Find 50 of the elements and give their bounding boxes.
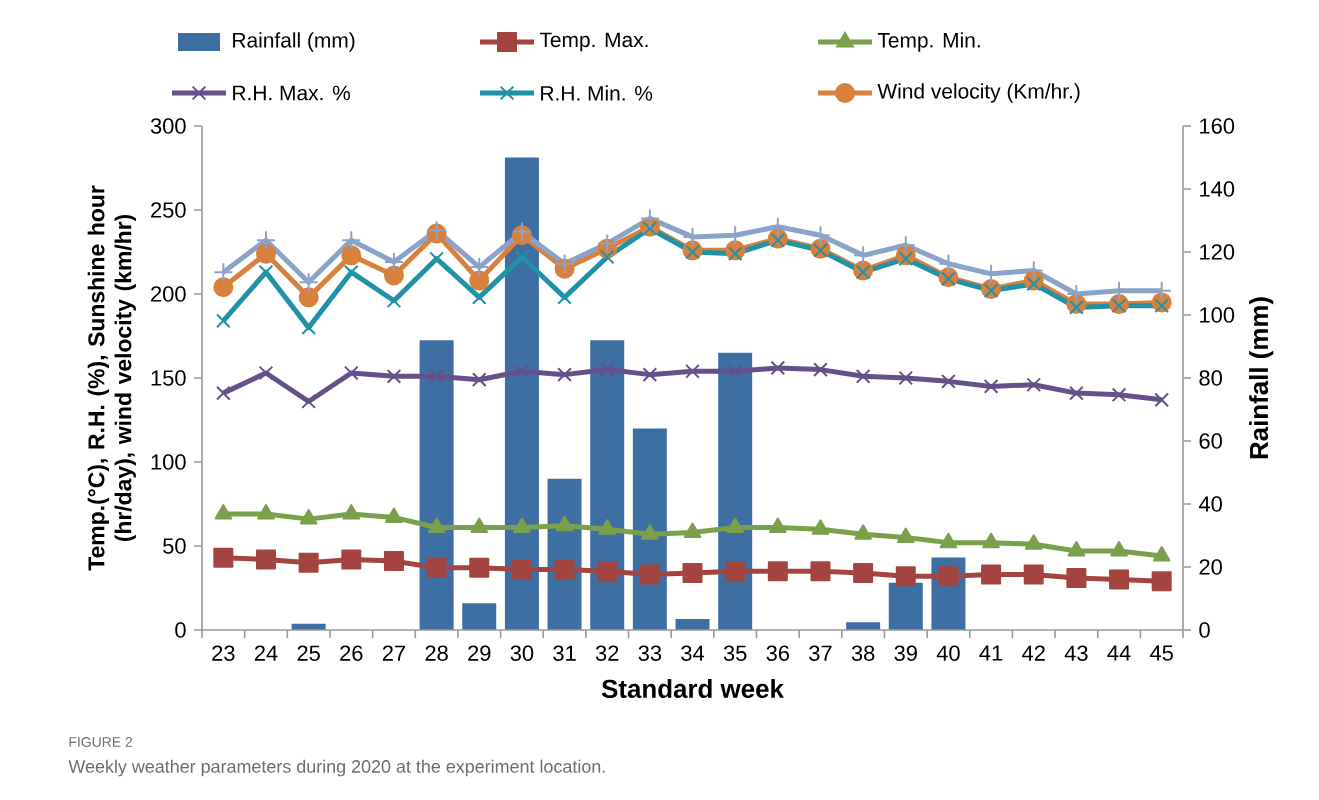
x-tick-label: 36	[766, 645, 790, 661]
y-tick-label: 300	[150, 118, 186, 134]
y2-tick-label: 120	[1200, 244, 1235, 260]
y2-tick-label: 100	[1200, 307, 1235, 323]
x-tick-label: 42	[1022, 645, 1045, 661]
x-tick-label: 41	[979, 645, 1003, 661]
y2-tick-label: 140	[1200, 181, 1235, 197]
x-tick-label: 27	[382, 645, 406, 661]
y2-tick-label: 60	[1199, 433, 1222, 449]
y-tick-label: 250	[151, 202, 186, 218]
x-tick-label: 32	[595, 645, 619, 661]
x-tick-label: 24	[254, 645, 278, 661]
legend-label: Temp. Max.	[539, 32, 648, 52]
caption: FIGURE 2	[69, 737, 133, 747]
y2-tick-label: 0	[1199, 622, 1210, 638]
x-tick-label: 34	[681, 645, 705, 661]
legend-label: Temp. Min.	[877, 32, 980, 52]
y2-tick-label: 40	[1198, 496, 1222, 512]
x-tick-label: 31	[553, 645, 576, 661]
y2-tick-label: 20	[1199, 559, 1222, 575]
legend-label: R.H. Max. %	[233, 85, 350, 101]
y2-axis-title: Rainfall (mm)	[1249, 297, 1274, 459]
legend-label: R.H. Min. %	[541, 85, 653, 101]
x-tick-label: 33	[638, 645, 662, 661]
x-tick-label: 35	[723, 645, 747, 661]
y2-tick-label: 80	[1199, 370, 1222, 386]
y-tick-label: 100	[151, 454, 186, 470]
legend-label: Wind velocity (Km/hr.)	[877, 83, 1080, 103]
y2-tick-label: 160	[1200, 118, 1235, 134]
x-axis-title: Standard week	[601, 679, 784, 699]
x-tick-label: 29	[468, 645, 491, 661]
x-tick-label: 37	[809, 645, 832, 661]
y-tick-label: 150	[151, 370, 186, 386]
y-tick-label: 50	[163, 538, 186, 554]
x-tick-label: 40	[936, 645, 960, 661]
text: Weekly weather parameters during 2020 at the experiment location.	[68, 759, 605, 777]
legend-label: Rainfall (mm)	[233, 32, 355, 52]
x-tick-label: 30	[510, 645, 534, 661]
x-tick-label: 45	[1150, 645, 1173, 661]
y-tick-label: 200	[151, 286, 186, 302]
x-tick-label: 23	[212, 645, 235, 661]
x-tick-label: 28	[425, 645, 448, 661]
y-axis-title: Temp.(°C), R.H. (%), Sunshine hour (hr/day), wind velocity (km/hr)	[87, 185, 136, 571]
x-tick-label: 39	[894, 645, 917, 661]
x-tick-label: 38	[851, 645, 875, 661]
x-tick-label: 25	[297, 645, 320, 661]
x-tick-label: 43	[1064, 645, 1088, 661]
x-tick-label: 26	[340, 645, 363, 661]
x-tick-label: 44	[1107, 645, 1131, 661]
y-tick-label: 0	[175, 622, 186, 638]
